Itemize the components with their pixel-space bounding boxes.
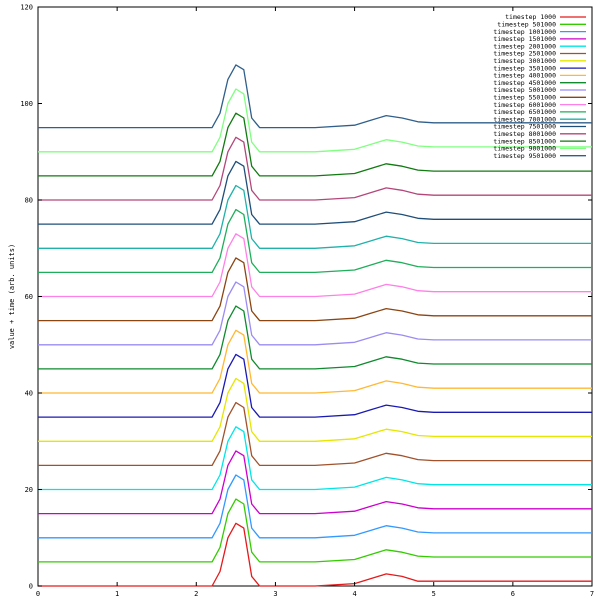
series-line-18 — [38, 88, 592, 153]
legend-label: timestep 1001000 — [493, 28, 556, 36]
legend-label: timestep 4501000 — [493, 79, 556, 87]
x-tick-label: 7 — [590, 590, 594, 598]
y-tick-label: 20 — [25, 486, 33, 494]
x-tick-label: 1 — [115, 590, 119, 598]
series-line-8 — [38, 329, 592, 394]
legend-label: timestep 9001000 — [493, 145, 556, 153]
y-tick-label: 80 — [25, 197, 33, 205]
x-tick-label: 0 — [36, 590, 40, 598]
x-tick-label: 5 — [432, 590, 436, 598]
series-line-15 — [38, 160, 592, 225]
y-tick-label: 120 — [20, 4, 33, 12]
series-layer — [38, 64, 592, 587]
legend-label: timestep 7001000 — [493, 115, 556, 123]
legend-label: timestep 9501000 — [493, 152, 556, 160]
legend-label: timestep 1000 — [505, 13, 556, 21]
series-line-10 — [38, 281, 592, 346]
y-tick-label: 40 — [25, 390, 33, 398]
legend-label: timestep 6001000 — [493, 101, 556, 109]
x-tick-label: 4 — [352, 590, 356, 598]
series-line-6 — [38, 377, 592, 442]
legend-label: timestep 501000 — [497, 21, 556, 29]
y-tick-label: 60 — [25, 293, 33, 301]
series-line-11 — [38, 257, 592, 322]
ticks-layer: 0 1 2 3 4 5 6 7 0 20 40 60 80 100 120 — [20, 4, 594, 599]
x-tick-label: 6 — [511, 590, 515, 598]
legend-label: timestep 5001000 — [493, 86, 556, 94]
legend-label: timestep 5501000 — [493, 94, 556, 102]
series-line-9 — [38, 305, 592, 370]
series-line-12 — [38, 233, 592, 298]
series-line-0 — [38, 522, 592, 587]
y-tick-label: 0 — [29, 583, 33, 591]
series-line-4 — [38, 426, 592, 491]
x-tick-label: 3 — [273, 590, 277, 598]
legend-label: timestep 4001000 — [493, 72, 556, 80]
series-line-19 — [38, 64, 592, 129]
legend-label: timestep 1501000 — [493, 35, 556, 43]
legend-label: timestep 7501000 — [493, 123, 556, 131]
y-axis-label: value + time (arb. units) — [8, 244, 16, 349]
legend-label: timestep 3501000 — [493, 64, 556, 72]
legend-label: timestep 2501000 — [493, 50, 556, 58]
y-tick-label: 100 — [20, 100, 33, 108]
legend-label: timestep 6501000 — [493, 108, 556, 116]
series-line-13 — [38, 208, 592, 274]
legend-label: timestep 8001000 — [493, 130, 556, 138]
series-line-16 — [38, 136, 592, 201]
series-line-1 — [38, 498, 592, 563]
legend-label: timestep 2001000 — [493, 42, 556, 50]
x-tick-label: 2 — [194, 590, 198, 598]
legend-label: timestep 8501000 — [493, 137, 556, 145]
series-line-14 — [38, 184, 592, 249]
series-line-7 — [38, 353, 592, 418]
series-line-17 — [38, 112, 592, 177]
series-line-5 — [38, 401, 592, 467]
series-line-3 — [38, 450, 592, 515]
legend-label: timestep 3001000 — [493, 57, 556, 65]
series-line-2 — [38, 474, 592, 539]
